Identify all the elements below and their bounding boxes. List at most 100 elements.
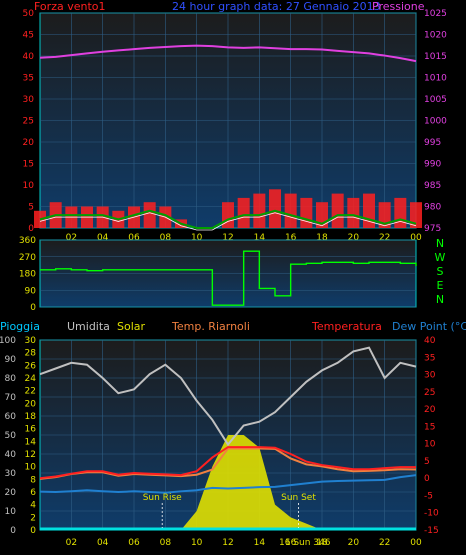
wind-gust-bar bbox=[331, 193, 344, 228]
wind-direction-line bbox=[40, 250, 417, 306]
x-tick-label: 22 bbox=[379, 233, 390, 243]
wind-series bbox=[34, 189, 422, 231]
pioggia-tick-label: 30 bbox=[5, 469, 17, 479]
wind-axis-ticks: 0 5 10 15 20 25 30 35 40 45 50 bbox=[23, 9, 35, 234]
compass-label: N bbox=[436, 237, 444, 250]
pioggia-tick-label: 10 bbox=[5, 507, 17, 517]
wind-tick-label: 45 bbox=[23, 31, 34, 41]
pioggia-tick-label: 20 bbox=[5, 488, 17, 498]
pioggia-tick-label: 80 bbox=[5, 374, 17, 384]
pioggia-tick-label: 40 bbox=[5, 450, 17, 460]
temperature-axis-ticks: -15 -10 -5 0 5 10 15 20 25 30 35 40 bbox=[424, 336, 439, 536]
wind-direction-axis-ticks: 360 270 180 90 0 bbox=[19, 236, 36, 313]
solar-tick-label: 4 bbox=[30, 501, 36, 511]
wind-direction-grid bbox=[40, 239, 416, 308]
pioggia-axis-ticks: 0 10 20 30 40 50 60 70 80 90 100 bbox=[0, 336, 16, 536]
solar-tick-label: 22 bbox=[25, 387, 36, 397]
temperature-tick-label: 40 bbox=[424, 336, 436, 346]
x-tick-label: 00 bbox=[410, 233, 422, 243]
pioggia-tick-label: 100 bbox=[0, 336, 16, 346]
wind-tick-label: 0 bbox=[28, 224, 34, 234]
x-tick-label: 20 bbox=[348, 538, 360, 548]
wind-gust-bar bbox=[237, 197, 250, 228]
solar-series bbox=[40, 435, 416, 530]
x-tick-label: 06 bbox=[128, 538, 140, 548]
wind-gust-bar bbox=[143, 202, 156, 228]
pressure-tick-label: 980 bbox=[424, 203, 441, 213]
temperature-line bbox=[39, 446, 416, 480]
pressure-tick-label: 990 bbox=[424, 160, 441, 170]
pressure-tick-label: 1015 bbox=[424, 52, 447, 62]
x-tick-label: 02 bbox=[66, 538, 77, 548]
pressure-tick-label: 1010 bbox=[424, 74, 447, 84]
x-tick-label: 08 bbox=[160, 233, 172, 243]
wind-gust-bar bbox=[378, 202, 391, 228]
pioggia-tick-label: 0 bbox=[10, 526, 16, 536]
pressure-tick-label: 1020 bbox=[424, 31, 447, 41]
pioggia-tick-label: 70 bbox=[5, 393, 17, 403]
direction-tick-label: 180 bbox=[19, 270, 36, 280]
solar-tick-label: 26 bbox=[25, 361, 37, 371]
x-tick-label: 16 bbox=[285, 538, 297, 548]
legend-solar: Solar bbox=[117, 320, 146, 333]
legend-temp-riarnoli: Temp. Riarnoli bbox=[171, 320, 250, 333]
x-tick-label: 08 bbox=[160, 538, 172, 548]
wind-direction-series bbox=[40, 250, 417, 306]
direction-tick-label: 360 bbox=[19, 236, 36, 246]
x-tick-label: 02 bbox=[66, 233, 77, 243]
temperature-tick-label: 5 bbox=[424, 457, 430, 467]
compass-label: W bbox=[435, 251, 446, 264]
x-tick-label: 10 bbox=[191, 538, 203, 548]
sun-annotations: Sun Rise Sun Set 16 Sun 346 bbox=[143, 493, 331, 548]
x-tick-label: 06 bbox=[128, 233, 140, 243]
pressure-tick-label: 1005 bbox=[424, 95, 447, 105]
pioggia-tick-label: 60 bbox=[5, 412, 17, 422]
temperature-tick-label: -10 bbox=[424, 509, 439, 519]
x-tick-label: 20 bbox=[348, 233, 360, 243]
x-tick-label: 10 bbox=[191, 233, 203, 243]
direction-tick-label: 270 bbox=[19, 253, 36, 263]
temperature-tick-label: 0 bbox=[424, 474, 430, 484]
temperature-tick-label: -5 bbox=[424, 491, 433, 501]
solar-tick-label: 6 bbox=[30, 488, 36, 498]
pressure-tick-label: 985 bbox=[424, 181, 441, 191]
wind-lull-line bbox=[39, 212, 417, 231]
compass-label: S bbox=[437, 265, 444, 278]
temperature-tick-label: 15 bbox=[424, 422, 435, 432]
wind-tick-label: 40 bbox=[23, 52, 35, 62]
temperature-tick-label: 10 bbox=[424, 440, 436, 450]
wind-avg-line bbox=[39, 209, 417, 229]
legend-umidita: Umidita bbox=[67, 320, 110, 333]
compass-label: N bbox=[436, 293, 444, 306]
x-tick-label: 16 bbox=[285, 233, 297, 243]
wind-tick-label: 30 bbox=[23, 95, 35, 105]
sun-time-label: 16 Sun 346 bbox=[279, 538, 331, 548]
pressure-series bbox=[39, 44, 417, 63]
pressure-tick-label: 1025 bbox=[424, 9, 447, 19]
pressure-tick-label: 995 bbox=[424, 138, 441, 148]
x-tick-label: 12 bbox=[222, 538, 233, 548]
temperature-tick-label: 35 bbox=[424, 353, 435, 363]
x-tick-label: 22 bbox=[379, 538, 390, 548]
solar-tick-label: 8 bbox=[30, 475, 36, 485]
pressure-tick-label: 975 bbox=[424, 224, 441, 234]
wind-tick-label: 50 bbox=[23, 9, 35, 19]
x-tick-label: 04 bbox=[97, 538, 109, 548]
solar-tick-label: 20 bbox=[25, 399, 37, 409]
wind-tick-label: 25 bbox=[23, 117, 34, 127]
solar-tick-label: 18 bbox=[25, 412, 37, 422]
temp-humidity-series bbox=[39, 346, 417, 531]
pioggia-tick-label: 90 bbox=[5, 355, 17, 365]
solar-tick-label: 28 bbox=[25, 349, 37, 359]
solar-tick-label: 12 bbox=[25, 450, 36, 460]
direction-tick-label: 90 bbox=[25, 286, 37, 296]
pressure-axis-ticks: 975 980 985 990 995 1000 1005 1010 1015 1020 1025 bbox=[424, 9, 447, 234]
wind-gust-bar bbox=[394, 197, 407, 228]
wind-gust-bar bbox=[269, 189, 281, 228]
solar-area bbox=[40, 435, 416, 530]
wind-gust-bar bbox=[253, 193, 266, 228]
temp-riarnoli-line bbox=[39, 447, 417, 480]
x-tick-label: 18 bbox=[316, 538, 328, 548]
